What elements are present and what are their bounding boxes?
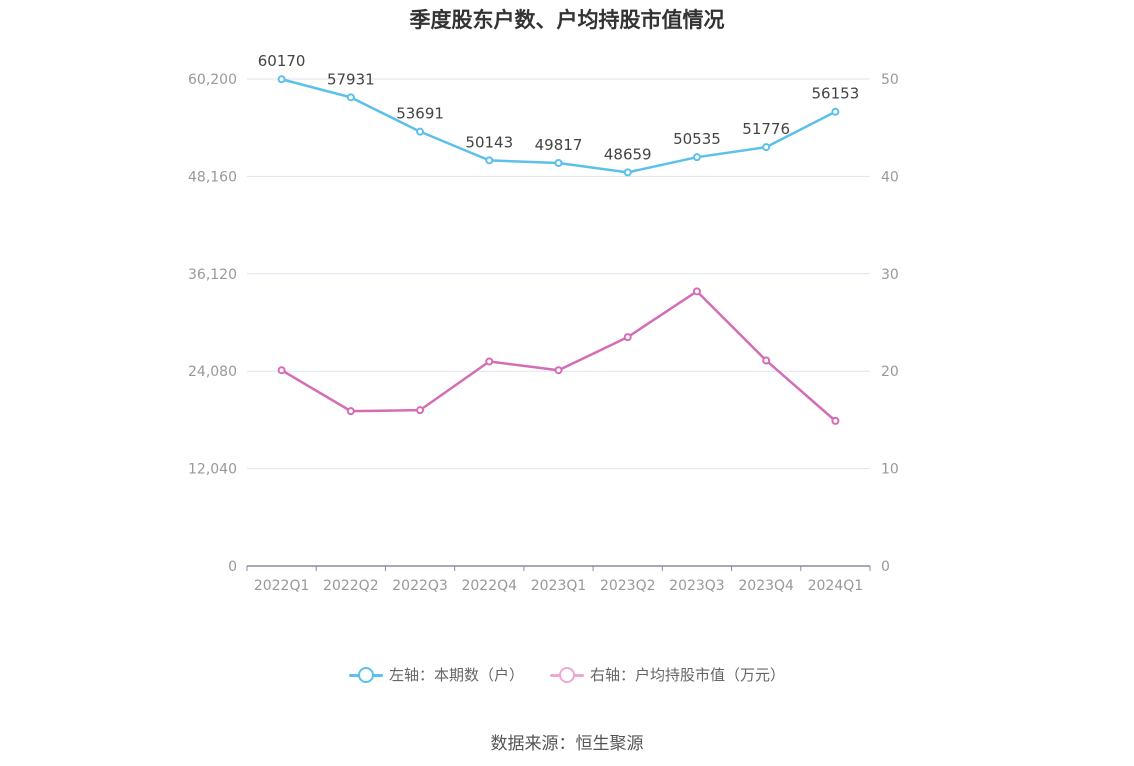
data-point xyxy=(277,75,286,84)
legend-swatch-blue xyxy=(348,665,383,685)
y-left-tick-label: 0 xyxy=(228,559,237,575)
x-tick-label: 2022Q2 xyxy=(323,578,379,594)
y-left-tick-label: 36,120 xyxy=(188,267,237,283)
legend: 左轴：本期数（户） 右轴：户均持股市值（万元） xyxy=(0,664,1134,685)
data-label: 51776 xyxy=(742,120,790,138)
data-label: 56153 xyxy=(812,85,860,103)
data-point xyxy=(762,143,771,152)
x-tick-label: 2022Q4 xyxy=(461,578,517,594)
data-labels: 60170 57931 53691 50143 49817 48659 50535 51776… xyxy=(258,52,859,163)
data-point xyxy=(346,93,355,102)
legend-label-left: 左轴：本期数（户） xyxy=(388,666,524,684)
data-point xyxy=(554,366,563,375)
data-point xyxy=(554,158,563,167)
x-tick-label: 2024Q1 xyxy=(808,578,864,594)
x-tick-label: 2022Q3 xyxy=(392,578,448,594)
y-right-tick-label: 30 xyxy=(881,267,899,283)
data-label: 48659 xyxy=(604,145,652,163)
chart-title: 季度股东户数、户均持股市值情况 xyxy=(409,8,725,32)
data-point xyxy=(485,357,494,366)
source-note: 数据来源：恒生聚源 xyxy=(490,734,644,754)
data-label: 60170 xyxy=(258,52,306,70)
legend-label-right: 右轴：户均持股市值（万元） xyxy=(590,666,786,684)
x-tick-label: 2023Q2 xyxy=(600,578,656,594)
data-point xyxy=(831,416,840,425)
data-point xyxy=(623,333,632,342)
x-tick-label: 2022Q1 xyxy=(254,578,310,594)
data-label: 49817 xyxy=(535,136,583,154)
y-left-tick-label: 60,200 xyxy=(188,72,237,88)
data-point xyxy=(762,356,771,365)
data-point xyxy=(623,168,632,177)
y-left-tick-label: 12,040 xyxy=(188,462,237,478)
axes: 0 0 12,040 10 24,080 20 36,120 30 48,160 40 60,200… xyxy=(188,72,899,594)
data-point xyxy=(692,287,701,296)
data-point xyxy=(831,107,840,116)
x-tick-label: 2023Q3 xyxy=(669,578,725,594)
data-label: 50535 xyxy=(673,130,721,148)
x-tick-label: 2023Q1 xyxy=(531,578,587,594)
data-label: 53691 xyxy=(396,105,444,123)
y-left-tick-label: 24,080 xyxy=(188,364,237,380)
data-point xyxy=(416,127,425,136)
series-line-right xyxy=(280,290,837,422)
series-lines xyxy=(277,75,840,425)
legend-swatch-pink xyxy=(550,665,584,685)
x-tick-label: 2023Q4 xyxy=(738,578,794,594)
data-point xyxy=(692,153,701,162)
y-right-tick-label: 40 xyxy=(881,169,899,185)
data-point xyxy=(277,366,286,375)
data-point xyxy=(346,407,355,416)
y-left-tick-label: 48,160 xyxy=(188,169,237,185)
data-point xyxy=(416,406,425,415)
data-point xyxy=(485,156,494,165)
y-right-tick-label: 20 xyxy=(881,364,899,380)
legend-item-right-axis[interactable]: 右轴：户均持股市值（万元） xyxy=(550,664,785,685)
y-right-tick-label: 0 xyxy=(881,559,890,575)
y-right-tick-label: 10 xyxy=(881,462,899,478)
data-label: 50143 xyxy=(465,133,513,151)
data-label: 57931 xyxy=(327,70,375,88)
legend-item-left-axis[interactable]: 左轴：本期数（户） xyxy=(348,664,524,685)
y-right-tick-label: 50 xyxy=(881,72,899,88)
